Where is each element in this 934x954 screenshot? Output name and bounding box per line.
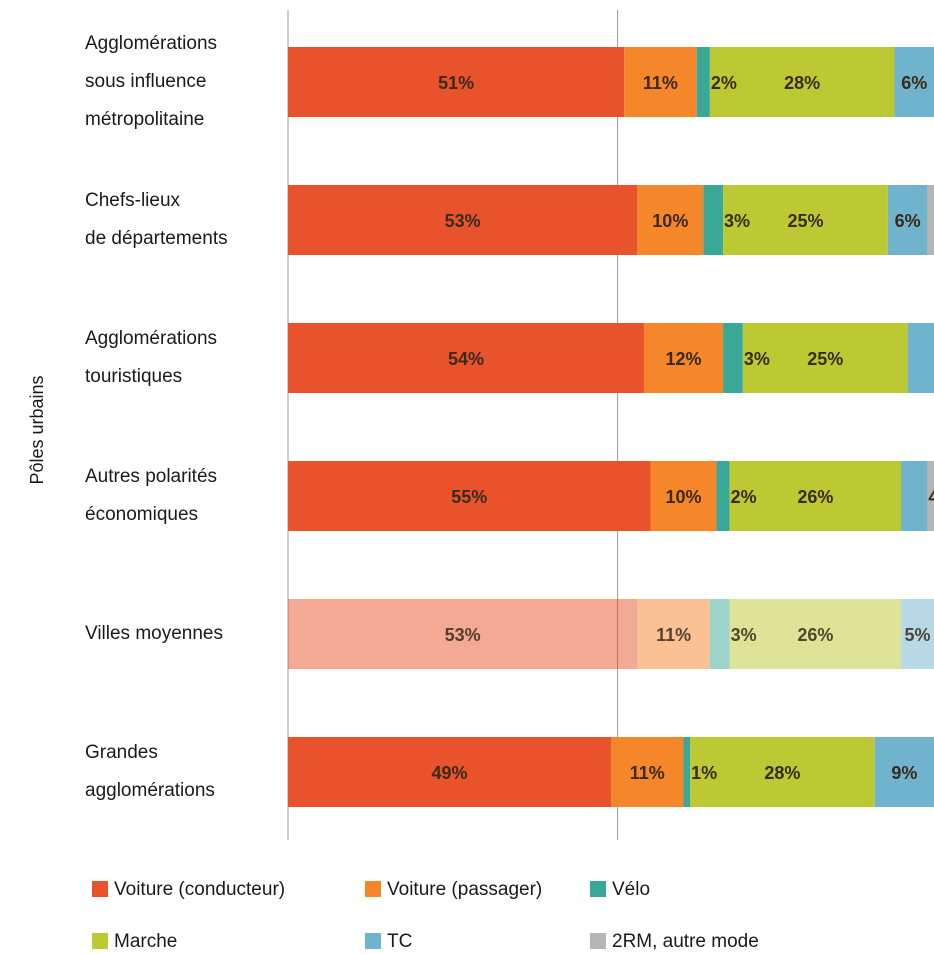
data-label: 54%	[448, 349, 484, 369]
bar-segment	[901, 461, 928, 531]
category-label-line: Agglomérations	[85, 328, 217, 349]
data-label: 28%	[764, 763, 800, 783]
legend-label: Marche	[114, 931, 177, 952]
bar-segment	[742, 323, 908, 393]
bar-segment	[643, 323, 724, 393]
bar-segment	[650, 461, 717, 531]
bar-segment	[611, 737, 684, 807]
data-label: 10%	[652, 211, 688, 231]
bar-segment	[696, 47, 710, 117]
legend-swatch	[590, 933, 606, 949]
category-label-line: Grandes	[85, 742, 158, 763]
bar-segment	[729, 599, 902, 669]
data-label: 11%	[643, 73, 678, 93]
data-label: 2%	[711, 73, 737, 93]
data-label: 55%	[451, 487, 487, 507]
category-label: Agglomérations touristiques	[85, 328, 217, 387]
bar-segment	[887, 185, 928, 255]
bar-segment	[288, 47, 625, 117]
bar-segment	[723, 185, 888, 255]
data-label: 53%	[445, 625, 481, 645]
bar-segment	[288, 599, 638, 669]
data-label: 5%	[905, 625, 931, 645]
bar-segment	[637, 599, 710, 669]
bar-segment	[690, 737, 875, 807]
category-label-line: de départements	[85, 228, 228, 249]
bar-segment	[894, 47, 934, 117]
legend-swatch	[92, 933, 108, 949]
data-label: 6%	[895, 211, 921, 231]
legend-label: TC	[387, 931, 412, 952]
bar-segment	[907, 323, 934, 393]
data-label: 25%	[807, 349, 843, 369]
category-label: Agglomérations sous influence métropolitai…	[85, 33, 217, 130]
data-label: 12%	[665, 349, 701, 369]
legend-swatch	[92, 881, 108, 897]
data-label: 3%	[731, 625, 757, 645]
data-label: 26%	[797, 487, 833, 507]
y-axis-label: Pôles urbains	[27, 375, 47, 484]
data-label: 53%	[445, 211, 481, 231]
bar-segment	[927, 461, 934, 531]
bar-segment	[288, 461, 651, 531]
data-label: 49%	[431, 763, 467, 783]
category-label-line: métropolitaine	[85, 109, 204, 130]
data-label: 51%	[438, 73, 474, 93]
data-label: 2%	[731, 487, 757, 507]
legend-swatch	[365, 881, 381, 897]
legend-swatch	[365, 933, 381, 949]
bar-segment	[683, 737, 691, 807]
bar-segment	[927, 185, 934, 255]
data-label: 3%	[744, 349, 770, 369]
data-label: 28%	[784, 73, 820, 93]
legend-label: Voiture (passager)	[387, 879, 542, 900]
data-label: 1%	[691, 763, 717, 783]
data-label: 10%	[665, 487, 701, 507]
category-label-line: économiques	[85, 504, 198, 525]
category-label-line: Autres polarités	[85, 466, 217, 487]
bar-segment	[716, 461, 730, 531]
category-label: Autres polarités économiques	[85, 466, 217, 525]
bar-segment	[874, 737, 934, 807]
legend-label: Voiture (conducteur)	[114, 879, 285, 900]
category-label: Chefs-lieux de départements	[85, 190, 228, 249]
category-label: Villes moyennes	[85, 623, 223, 644]
legend-swatch	[590, 881, 606, 897]
category-label-line: Villes moyennes	[85, 623, 223, 644]
data-label: 4%	[928, 487, 934, 507]
category-label-line: touristiques	[85, 366, 182, 387]
category-label-line: Agglomérations	[85, 33, 217, 54]
category-label-line: sous influence	[85, 71, 206, 92]
bar-segment	[637, 185, 704, 255]
bar-segment	[709, 599, 730, 669]
bar-segment	[288, 323, 644, 393]
bar-segment	[729, 461, 902, 531]
data-label: 11%	[630, 763, 665, 783]
data-label: 6%	[901, 73, 927, 93]
bar-segment	[709, 47, 895, 117]
bar-segment	[901, 599, 934, 669]
data-label: 9%	[891, 763, 917, 783]
data-label: 11%	[656, 625, 691, 645]
bar-segment	[288, 737, 611, 807]
bar-segment	[723, 323, 743, 393]
data-label: 26%	[797, 625, 833, 645]
bar-segment	[288, 185, 638, 255]
data-label: 25%	[787, 211, 823, 231]
category-label-line: agglomérations	[85, 780, 215, 801]
category-label: Grandes agglomérations	[85, 742, 215, 801]
category-label-line: Chefs-lieux	[85, 190, 181, 211]
data-label: 3%	[724, 211, 750, 231]
legend-label: Vélo	[612, 879, 650, 900]
legend-label: 2RM, autre mode	[612, 931, 759, 952]
bar-segment	[703, 185, 724, 255]
bar-segment	[624, 47, 697, 117]
